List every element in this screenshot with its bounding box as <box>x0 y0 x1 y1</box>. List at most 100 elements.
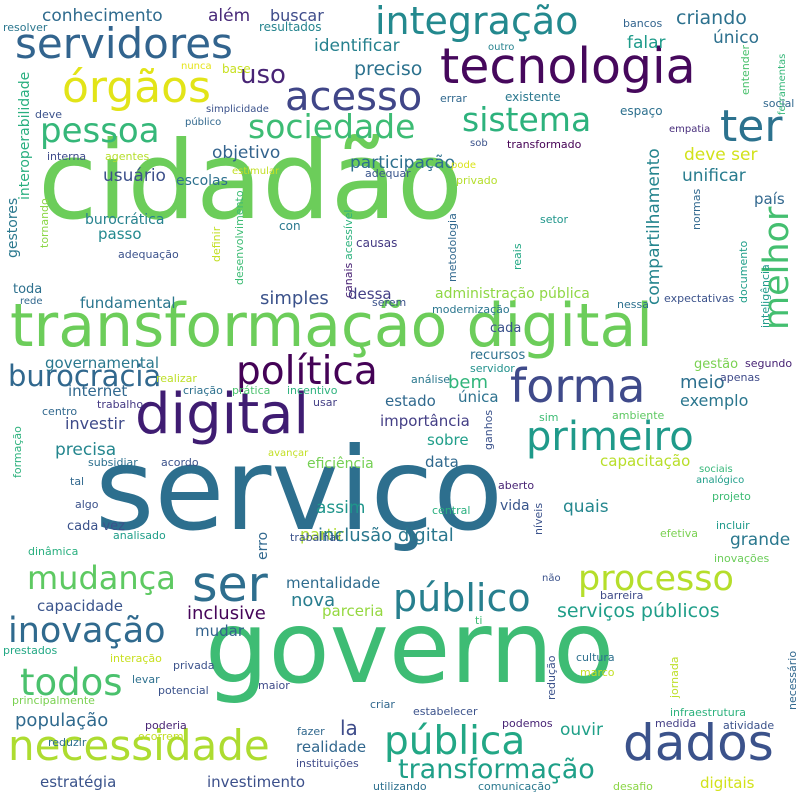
word: tecnologia <box>440 38 696 95</box>
word: gestores <box>5 197 21 258</box>
word: inovações <box>714 552 770 565</box>
word: estabelecer <box>413 705 478 718</box>
word: processo <box>578 559 734 599</box>
word: desafio <box>613 780 653 793</box>
word: deve ser <box>684 145 758 165</box>
word: tornando <box>38 198 51 248</box>
word: órgãos <box>62 62 211 113</box>
word: uso <box>240 60 286 90</box>
word: marco <box>580 666 615 679</box>
word: governo <box>205 589 615 706</box>
word: transformação <box>398 754 595 785</box>
word: ocorrem <box>138 730 184 743</box>
word: capacitação <box>600 452 691 470</box>
word: existente <box>505 90 561 104</box>
word: analisado <box>113 529 166 542</box>
word: identificar <box>314 36 400 56</box>
word: definir <box>210 226 223 262</box>
word: níveis <box>532 502 545 535</box>
word: pessoa <box>40 111 160 151</box>
word: expectativas <box>664 292 735 305</box>
word: eficiência <box>307 456 374 472</box>
word: avançar <box>268 448 309 459</box>
word: analógico <box>696 475 745 486</box>
word: centro <box>42 405 78 418</box>
word: necessário <box>786 650 799 710</box>
word: deve <box>35 108 63 121</box>
word: erro <box>255 531 271 560</box>
word: atividade <box>723 719 775 732</box>
word: público <box>185 117 222 128</box>
word: inovação <box>8 611 166 651</box>
word: prática <box>232 384 271 397</box>
word: subsidiar <box>88 456 138 469</box>
word: serem <box>372 296 407 309</box>
word: exemplo <box>680 391 749 410</box>
word: nova <box>291 590 336 611</box>
word: base <box>222 62 251 76</box>
word: tal <box>70 475 85 488</box>
word: errar <box>440 92 467 105</box>
word: sistema <box>462 100 592 139</box>
word: nessa <box>617 298 649 311</box>
word: meio <box>680 372 725 393</box>
word: mentalidade <box>286 574 381 592</box>
word: incentivo <box>287 384 338 397</box>
word: único <box>713 28 760 48</box>
word: modernização <box>432 303 510 316</box>
word: segundo <box>745 357 793 370</box>
word: ganhos <box>482 409 495 450</box>
word: documento <box>737 240 750 303</box>
word: privada <box>173 659 215 672</box>
word: adequação <box>118 248 179 261</box>
word: integração <box>375 0 579 43</box>
word: normas <box>690 188 703 230</box>
word: internet <box>68 382 128 400</box>
word: governamental <box>45 354 159 372</box>
word: burocracia <box>8 359 162 393</box>
word: acesso <box>285 74 423 120</box>
word: la <box>340 716 358 740</box>
word: necessidade <box>8 721 270 770</box>
word: redução <box>545 655 558 700</box>
word: reais <box>511 243 524 270</box>
word: inteligência <box>759 264 772 328</box>
word: ti <box>475 614 483 627</box>
word: criação <box>183 384 223 397</box>
word: serviço <box>95 423 503 556</box>
word: central <box>432 504 471 517</box>
word: metodologia <box>446 213 459 282</box>
word: ouvir <box>560 720 603 740</box>
word: comunicação <box>478 780 551 793</box>
word: público <box>393 576 531 620</box>
word: criando <box>676 7 747 29</box>
word: efetiva <box>660 527 699 540</box>
word: bem <box>448 372 489 393</box>
word: maior <box>258 679 290 692</box>
word: toda <box>13 282 43 297</box>
word: resultados <box>259 20 322 34</box>
word: apenas <box>720 371 760 384</box>
word: investimento <box>207 773 306 791</box>
word: mudança <box>27 559 176 597</box>
word: medida <box>655 717 697 730</box>
word: trabalhar <box>290 531 341 544</box>
word: empatia <box>669 124 711 135</box>
word: cidadão <box>38 119 463 244</box>
word: fazer <box>297 725 325 738</box>
word: administração pública <box>435 286 590 302</box>
word: espaço <box>620 104 663 118</box>
word: digital <box>135 382 310 447</box>
word: conhecimento <box>42 6 163 26</box>
word: interoperabilidade <box>17 71 33 200</box>
word: levar <box>132 673 160 686</box>
word: partir <box>300 525 344 544</box>
word: mudar <box>195 622 244 640</box>
word: assim <box>316 498 366 518</box>
word: instituições <box>296 757 359 770</box>
word: análise <box>411 373 451 386</box>
word: primeiro <box>526 414 694 460</box>
word: serviços públicos <box>557 600 720 622</box>
word: escolas <box>176 173 228 189</box>
